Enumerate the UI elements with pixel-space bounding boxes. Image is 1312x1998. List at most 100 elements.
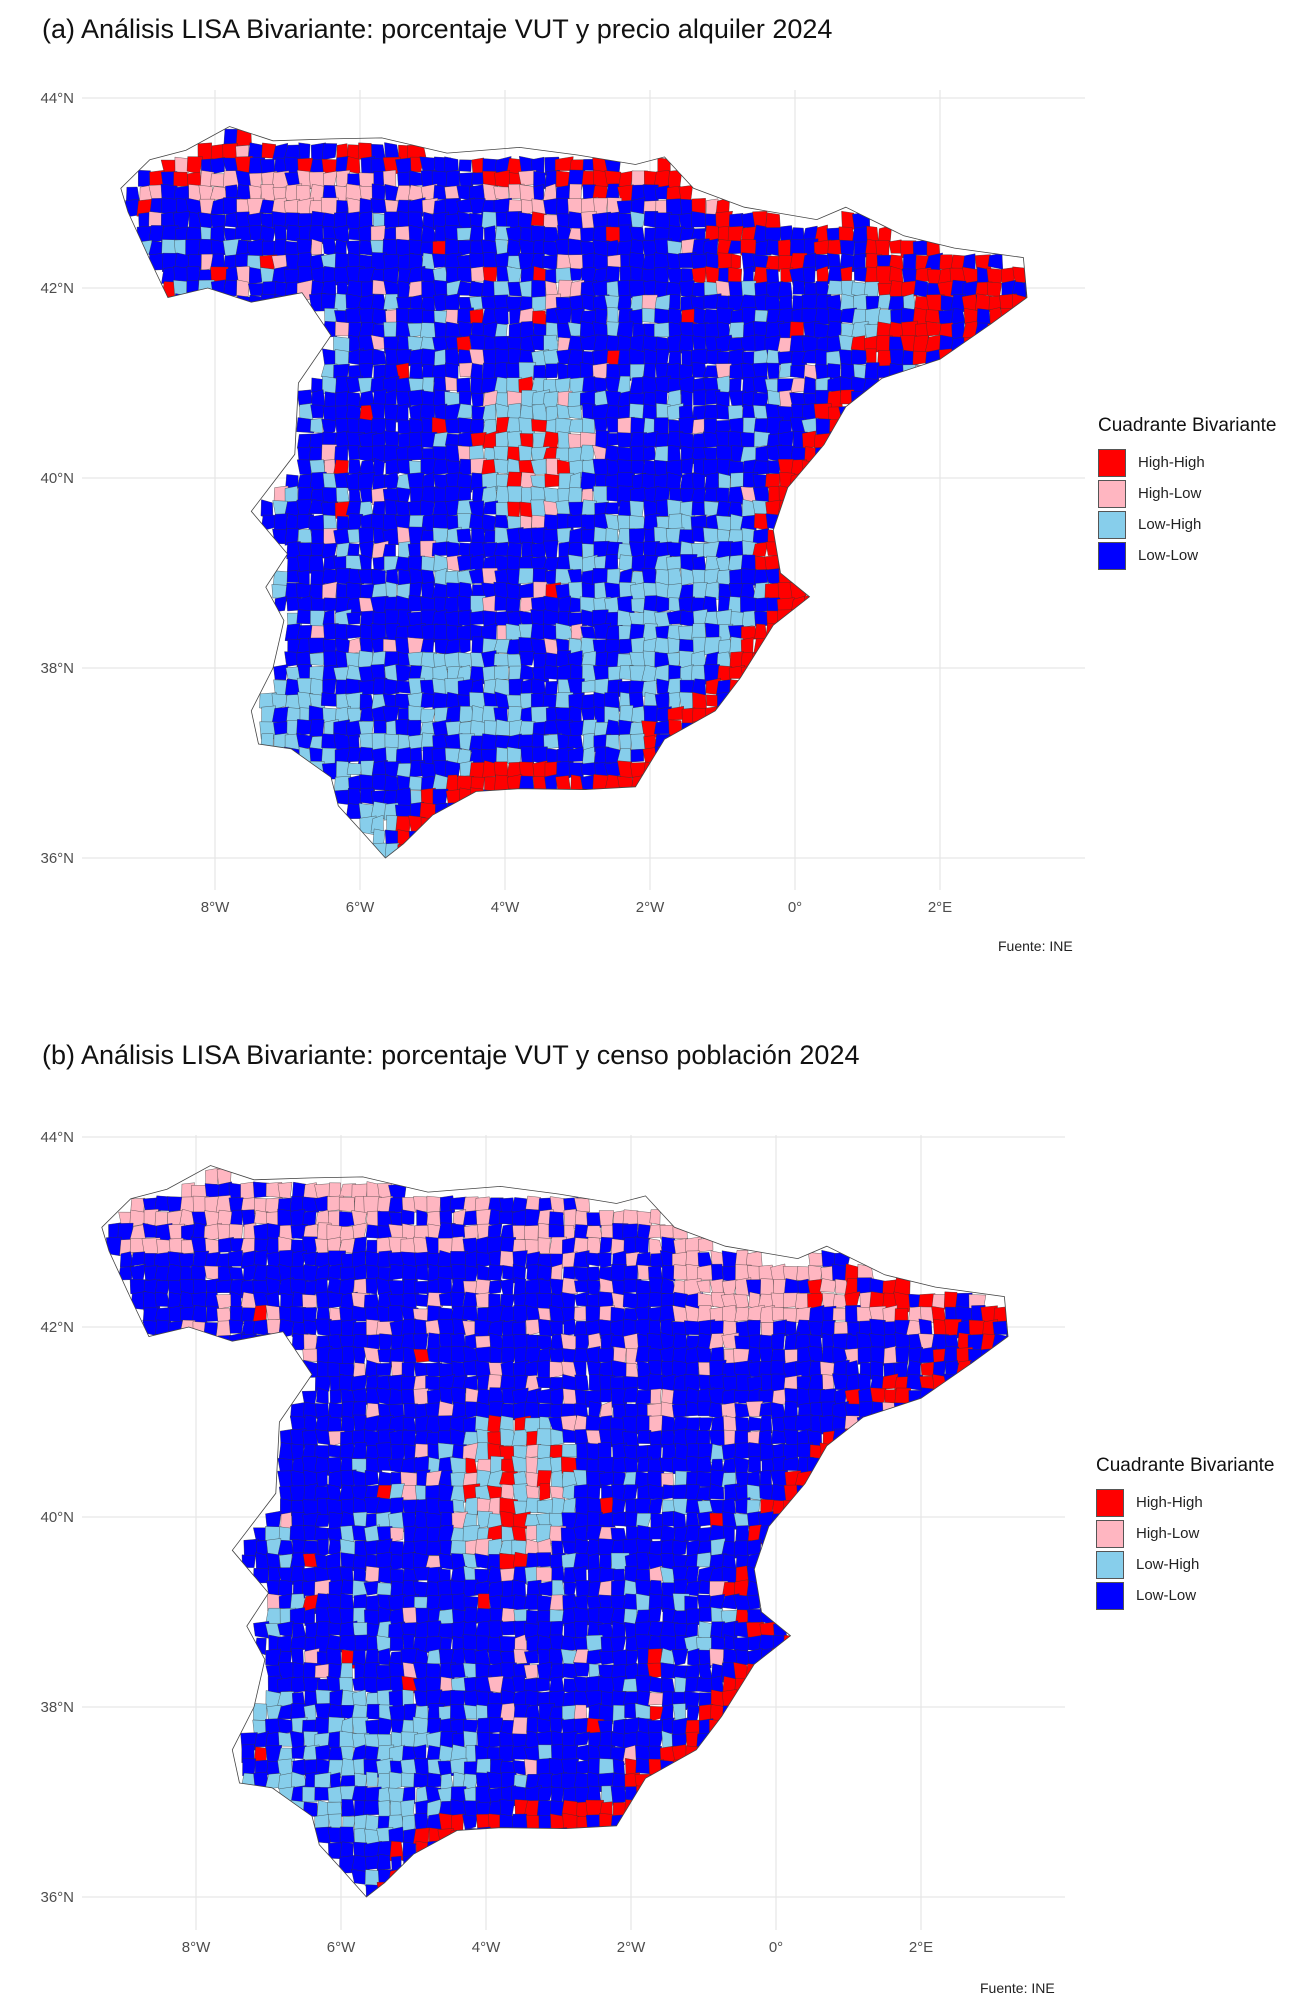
municipality-cell xyxy=(678,185,693,202)
municipality-cell xyxy=(277,1182,293,1199)
municipality-cell xyxy=(279,1224,295,1241)
municipality-cell xyxy=(384,211,401,229)
municipality-cell xyxy=(438,1623,455,1639)
municipality-cell xyxy=(778,514,796,534)
legend-label: High-Low xyxy=(1138,485,1202,502)
municipality-cell xyxy=(366,1704,381,1720)
municipality-cell xyxy=(683,1320,701,1336)
municipality-cell xyxy=(384,389,397,406)
municipality-cell xyxy=(518,582,536,599)
municipality-cell xyxy=(450,1485,466,1503)
municipality-cell xyxy=(427,1772,443,1788)
municipality-cell xyxy=(599,1813,613,1833)
municipality-cell xyxy=(622,1484,638,1502)
municipality-cell xyxy=(679,334,694,351)
municipality-cell xyxy=(384,199,399,214)
municipality-cell xyxy=(622,1376,639,1392)
municipality-cell xyxy=(635,1389,653,1406)
municipality-cell xyxy=(458,721,473,736)
municipality-cell xyxy=(617,294,632,311)
municipality-cell xyxy=(752,541,769,557)
municipality-cell xyxy=(321,418,337,435)
municipality-cell xyxy=(321,143,338,161)
municipality-cell xyxy=(397,419,411,435)
municipality-cell xyxy=(571,623,583,640)
municipality-cell xyxy=(320,692,337,707)
municipality-cell xyxy=(870,1346,886,1366)
municipality-cell xyxy=(358,472,376,491)
municipality-cell xyxy=(766,362,780,379)
municipality-cell xyxy=(378,1647,392,1666)
municipality-cell xyxy=(810,1415,823,1435)
municipality-cell xyxy=(631,598,646,614)
lon-tick-label: 0° xyxy=(769,1939,783,1956)
municipality-cell xyxy=(359,706,374,722)
municipality-cell xyxy=(507,403,521,419)
lon-tick-label: 2°E xyxy=(909,1939,933,1956)
municipality-cell xyxy=(562,1497,577,1515)
municipality-cell xyxy=(508,665,524,682)
municipality-cell xyxy=(316,1470,328,1488)
municipality-cell xyxy=(893,1402,913,1421)
legend-swatch xyxy=(1096,1519,1124,1548)
municipality-cell xyxy=(611,1511,628,1527)
municipality-cell xyxy=(557,459,572,476)
municipality-cell xyxy=(542,391,560,409)
municipality-cell xyxy=(408,776,424,791)
municipality-cell xyxy=(372,308,388,325)
municipality-cell xyxy=(469,252,485,269)
municipality-cell xyxy=(383,678,400,696)
municipality-cell xyxy=(511,1429,529,1448)
municipality-cell xyxy=(470,787,485,806)
municipality-cell xyxy=(544,363,560,379)
municipality-cell xyxy=(261,293,276,313)
municipality-cell xyxy=(598,1210,614,1226)
municipality-cell xyxy=(334,211,349,231)
municipality-cell xyxy=(499,1250,516,1268)
legend-swatch xyxy=(1096,1488,1124,1517)
municipality-cell xyxy=(717,691,734,710)
municipality-cell xyxy=(792,280,805,295)
municipality-cell xyxy=(475,1346,491,1363)
municipality-cell xyxy=(310,597,327,612)
municipality-cell xyxy=(334,349,350,367)
municipality-cell xyxy=(1000,308,1019,328)
municipality-cell xyxy=(444,293,460,312)
municipality-cells xyxy=(125,128,1028,858)
municipality-cell xyxy=(888,296,905,311)
municipality-cell xyxy=(617,776,633,795)
municipality-cell xyxy=(321,321,337,338)
lon-tick-label: 6°W xyxy=(327,1939,356,1956)
municipality-cell xyxy=(765,541,782,557)
municipality-cell xyxy=(518,775,535,794)
municipality-cell xyxy=(599,1388,612,1403)
panel-title: (a) Análisis LISA Bivariante: porcentaje… xyxy=(42,14,833,44)
municipality-cell xyxy=(376,1881,390,1897)
municipality-cell xyxy=(986,281,1003,297)
municipality-cell xyxy=(649,1209,661,1225)
municipality-cell xyxy=(371,183,386,202)
municipality-cell xyxy=(735,1525,750,1542)
lat-tick-label: 36°N xyxy=(40,1889,74,1906)
municipality-cell xyxy=(310,404,325,419)
municipality-cell xyxy=(551,1579,566,1597)
lon-tick-label: 4°W xyxy=(491,899,520,916)
municipality-cell xyxy=(494,169,511,189)
municipality-cell xyxy=(661,1472,674,1488)
municipality-cell xyxy=(247,238,264,256)
municipality-cell xyxy=(932,1373,947,1394)
municipality-cell xyxy=(459,638,471,655)
municipality-cell xyxy=(819,1278,837,1293)
municipality-cell xyxy=(476,1826,491,1845)
municipality-cell xyxy=(655,336,670,352)
municipality-cell xyxy=(388,1705,406,1722)
municipality-cell xyxy=(802,430,817,449)
municipality-cell xyxy=(696,1552,712,1568)
municipality-cell xyxy=(914,365,931,381)
municipality-cell xyxy=(684,1553,701,1568)
municipality-cell xyxy=(228,1250,244,1267)
municipality-cell xyxy=(864,389,880,408)
municipality-cell xyxy=(413,1757,430,1776)
lat-tick-label: 44°N xyxy=(40,90,74,107)
municipality-cell xyxy=(630,748,644,763)
